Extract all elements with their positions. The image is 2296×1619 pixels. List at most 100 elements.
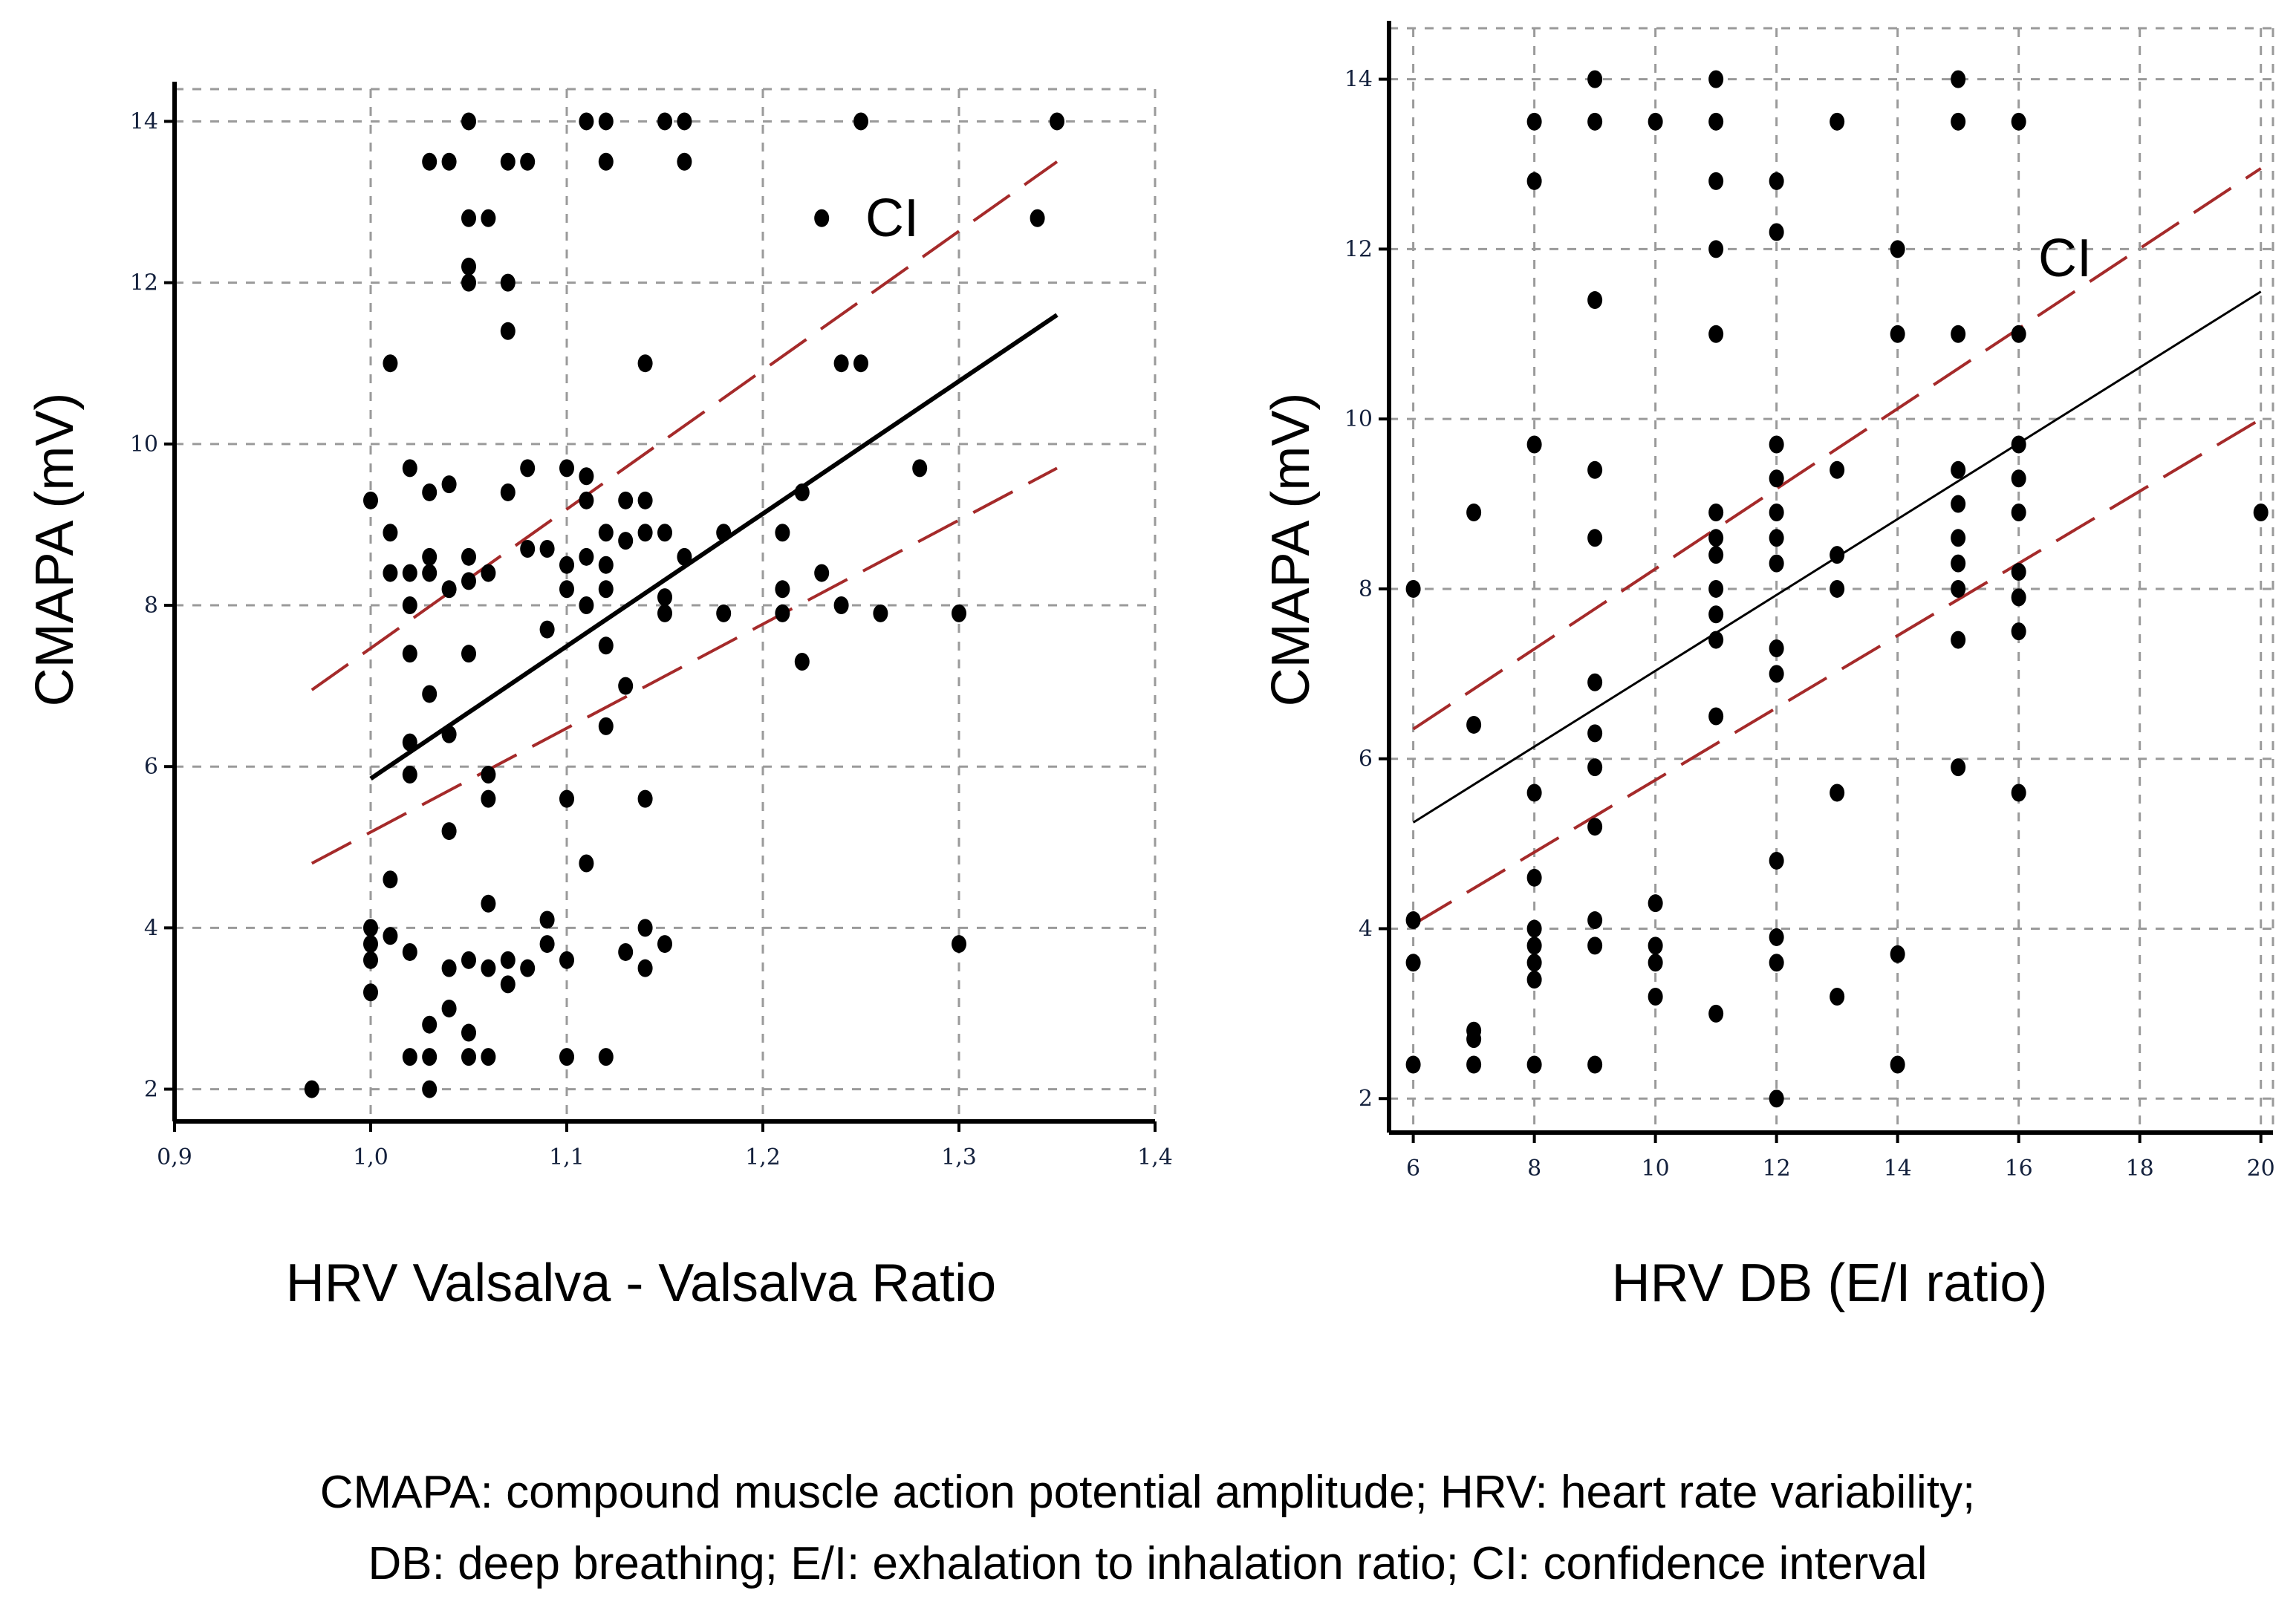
x-ticks-deep-breathing: 6 8 10 12 14 16 18 20 [1406,1133,2275,1182]
caption-term-hrv: HRV [1440,1467,1537,1518]
data-point-valsalva-15 [402,733,417,752]
data-point-valsalva-113 [833,596,849,614]
data-point-valsalva-9 [383,870,398,889]
data-point-valsalva-42 [461,1023,476,1042]
data-point-deep-breathing-77 [1951,529,1966,547]
data-point-deep-breathing-82 [2011,112,2026,131]
data-point-deep-breathing-67 [1830,987,1845,1006]
data-point-valsalva-106 [775,580,790,599]
data-point-valsalva-103 [716,524,732,542]
y-tick-label-deep-breathing-1: 4 [1359,916,1373,942]
data-point-valsalva-27 [441,152,457,171]
data-point-deep-breathing-83 [2011,325,2026,343]
x-axis-title-deep-breathing: HRV DB (E/I ratio) [1612,1254,2048,1313]
data-point-valsalva-57 [520,152,536,171]
x-tick-label-deep-breathing-2: 10 [1642,1156,1670,1182]
data-point-deep-breathing-44 [1708,579,1724,598]
data-point-valsalva-100 [677,112,692,131]
data-point-valsalva-82 [598,636,614,655]
data-point-deep-breathing-26 [1587,758,1603,777]
data-point-valsalva-109 [794,653,810,671]
data-point-deep-breathing-90 [2011,784,2026,802]
data-point-valsalva-2 [363,919,378,937]
ci-annotation-deep-breathing: CI [2038,229,2092,288]
caption-def-cmapa: : compound muscle action potential ampli… [481,1467,1440,1518]
data-point-valsalva-3 [363,935,378,954]
data-point-deep-breathing-0 [1405,579,1421,598]
data-point-valsalva-72 [579,467,594,486]
x-tick-label-valsalva-0: 0,9 [157,1144,192,1170]
data-point-deep-breathing-8 [1466,1055,1482,1074]
chart-deep-breathing: 6 8 10 12 14 16 18 20 2 4 6 8 10 12 14 CI HRV DB (E/I… [1261,21,2275,1313]
data-point-deep-breathing-22 [1587,460,1603,479]
data-point-deep-breathing-46 [1708,631,1724,649]
data-point-valsalva-86 [618,532,634,550]
y-tick-label-valsalva-3: 8 [144,593,158,619]
data-point-valsalva-51 [500,152,516,171]
data-point-deep-breathing-89 [2011,622,2026,641]
x-tick-label-valsalva-4: 1,3 [941,1144,977,1170]
data-point-deep-breathing-80 [1951,631,1966,649]
caption-term-ei: E/I [790,1538,847,1589]
data-point-deep-breathing-10 [1526,172,1542,190]
data-point-deep-breathing-48 [1708,1004,1724,1023]
data-point-deep-breathing-42 [1708,529,1724,547]
data-point-valsalva-54 [500,483,516,501]
data-point-valsalva-35 [461,209,476,227]
axes-deep-breathing [1387,21,2273,1135]
data-point-valsalva-44 [481,209,496,227]
data-point-deep-breathing-66 [1830,784,1845,802]
data-point-deep-breathing-58 [1769,851,1784,870]
data-point-deep-breathing-7 [1466,1030,1482,1049]
chart-valsalva: 0,9 1,0 1,1 1,2 1,3 1,4 2 4 6 8 10 12 14 CI HRV Val… [25,82,1173,1313]
data-point-deep-breathing-54 [1769,529,1784,547]
data-point-valsalva-90 [637,491,653,509]
data-point-valsalva-74 [579,547,594,566]
data-point-deep-breathing-45 [1708,605,1724,624]
data-point-deep-breathing-75 [1951,460,1966,479]
data-point-deep-breathing-91 [2253,503,2269,521]
data-point-deep-breathing-33 [1648,936,1663,955]
data-point-valsalva-101 [677,152,692,171]
y-tick-label-valsalva-5: 12 [130,270,158,296]
data-point-deep-breathing-76 [1951,495,1966,513]
x-tick-label-deep-breathing-6: 18 [2126,1156,2154,1182]
data-point-valsalva-56 [500,975,516,994]
data-point-valsalva-34 [461,112,476,131]
data-point-valsalva-93 [637,919,653,937]
caption-def-ci: : confidence interval [1518,1538,1927,1589]
data-point-deep-breathing-53 [1769,503,1784,521]
data-point-valsalva-45 [481,564,496,582]
data-point-valsalva-108 [794,483,810,501]
data-point-deep-breathing-73 [1951,112,1966,131]
data-point-valsalva-22 [422,564,438,582]
data-point-valsalva-73 [579,491,594,509]
y-tick-label-deep-breathing-4: 10 [1344,406,1373,432]
x-axis-title-valsalva: HRV Valsalva - Valsalva Ratio [286,1254,996,1313]
data-point-valsalva-18 [402,1048,417,1066]
ci-upper-line-valsalva [310,160,1058,691]
data-point-valsalva-68 [559,789,574,808]
data-point-valsalva-81 [598,580,614,599]
data-point-deep-breathing-86 [2011,503,2026,521]
data-point-valsalva-1 [363,491,378,509]
data-point-valsalva-83 [598,717,614,735]
data-point-deep-breathing-62 [1830,112,1845,131]
data-point-valsalva-121 [1050,112,1064,131]
data-point-valsalva-55 [500,951,516,969]
data-point-valsalva-38 [461,547,476,566]
fit-lines-valsalva [310,160,1058,865]
data-point-valsalva-60 [520,959,536,977]
caption-line-1: CMAPA: compound muscle action potential … [320,1467,1975,1518]
data-point-valsalva-70 [559,1048,574,1066]
data-point-deep-breathing-19 [1587,70,1603,88]
data-point-valsalva-118 [952,604,966,622]
data-point-valsalva-62 [539,620,555,639]
data-point-deep-breathing-27 [1587,818,1603,836]
data-point-deep-breathing-32 [1648,894,1663,913]
caption-def-hrv: : heart rate variability; [1535,1467,1976,1518]
y-tick-label-deep-breathing-5: 12 [1344,236,1373,262]
data-point-deep-breathing-31 [1648,112,1663,131]
data-point-valsalva-110 [814,209,830,227]
x-tick-label-deep-breathing-3: 12 [1763,1156,1791,1182]
